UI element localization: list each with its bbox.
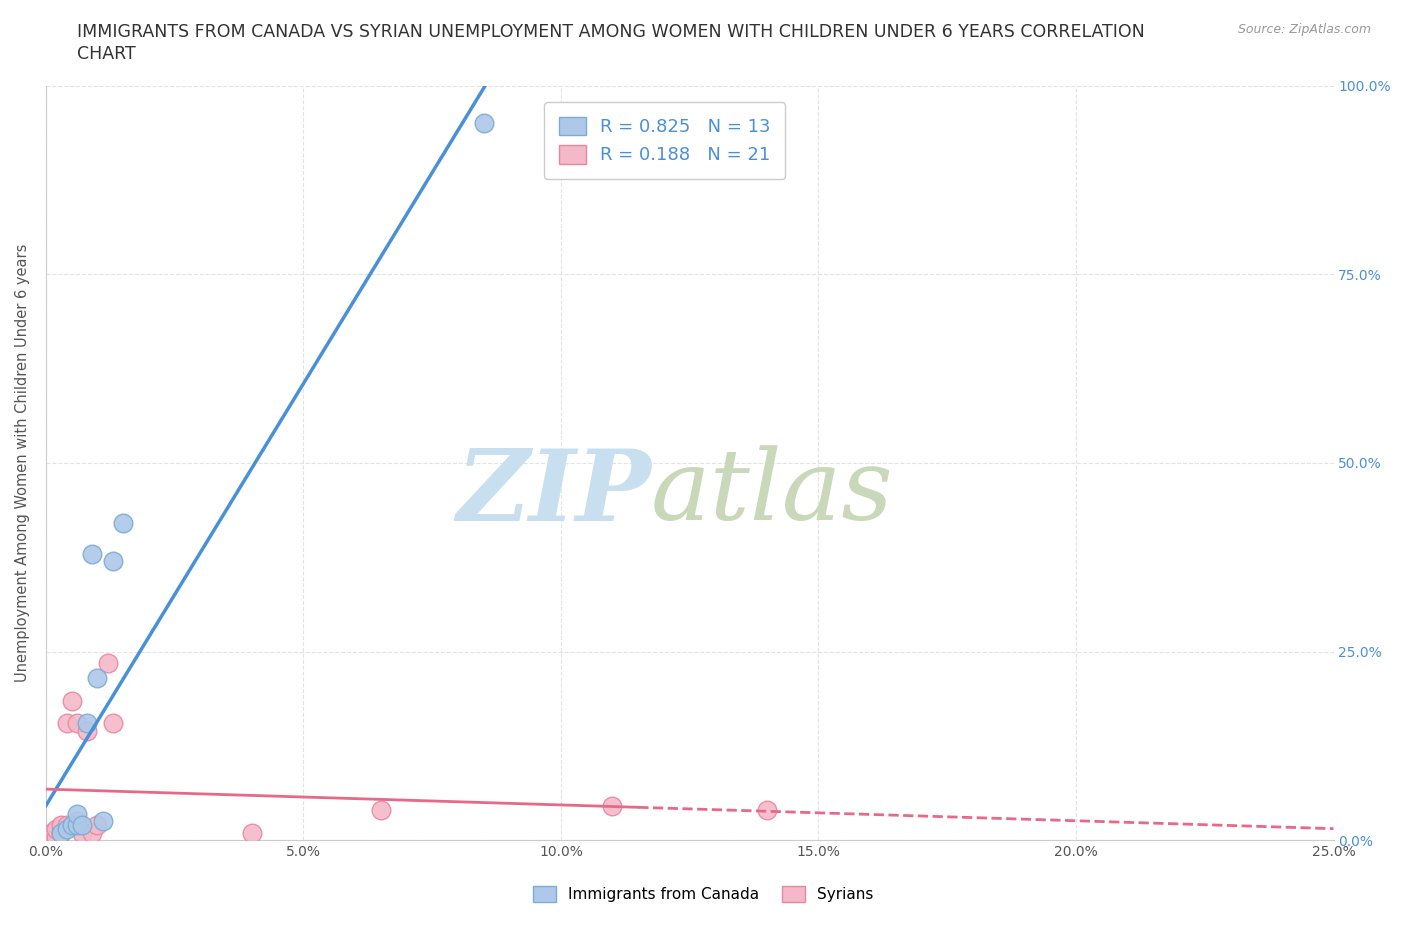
Point	[86, 671, 108, 685]
Text: Source: ZipAtlas.com: Source: ZipAtlas.com	[1237, 23, 1371, 36]
Point	[112, 516, 135, 531]
Point	[55, 817, 77, 832]
Point	[82, 546, 104, 561]
Point	[45, 830, 67, 844]
Point	[66, 817, 89, 832]
Point	[66, 716, 89, 731]
Text: CHART: CHART	[77, 45, 136, 62]
Point	[51, 825, 73, 840]
Point	[76, 724, 98, 738]
Point	[60, 817, 83, 832]
Point	[472, 116, 495, 131]
Point	[60, 817, 83, 832]
Point	[101, 553, 124, 568]
Point	[602, 799, 624, 814]
Point	[51, 825, 73, 840]
Point	[76, 716, 98, 731]
Point	[60, 693, 83, 708]
Text: atlas: atlas	[651, 445, 894, 541]
Legend: R = 0.825   N = 13, R = 0.188   N = 21: R = 0.825 N = 13, R = 0.188 N = 21	[544, 102, 785, 179]
Point	[51, 817, 73, 832]
Point	[82, 825, 104, 840]
Text: IMMIGRANTS FROM CANADA VS SYRIAN UNEMPLOYMENT AMONG WOMEN WITH CHILDREN UNDER 6 : IMMIGRANTS FROM CANADA VS SYRIAN UNEMPLO…	[77, 23, 1144, 41]
Point	[66, 806, 89, 821]
Point	[91, 814, 114, 829]
Text: ZIP: ZIP	[456, 445, 651, 541]
Point	[756, 803, 779, 817]
Point	[55, 716, 77, 731]
Point	[97, 656, 120, 671]
Point	[39, 825, 62, 840]
Point	[240, 825, 263, 840]
Point	[66, 814, 89, 829]
Point	[101, 716, 124, 731]
Point	[70, 817, 93, 832]
Point	[70, 825, 93, 840]
Point	[45, 821, 67, 836]
Point	[86, 817, 108, 832]
Point	[370, 803, 392, 817]
Point	[55, 821, 77, 836]
Legend: Immigrants from Canada, Syrians: Immigrants from Canada, Syrians	[526, 880, 880, 909]
Y-axis label: Unemployment Among Women with Children Under 6 years: Unemployment Among Women with Children U…	[15, 244, 30, 683]
